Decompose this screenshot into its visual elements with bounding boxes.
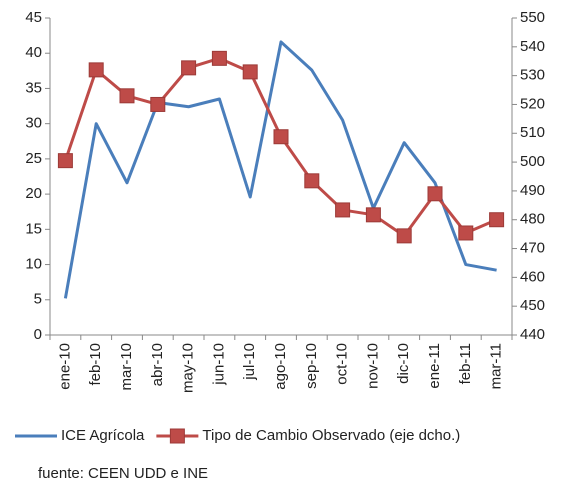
- y-tick-label: 40: [25, 44, 42, 61]
- y2-tick-label: 440: [520, 326, 545, 343]
- legend-label: ICE Agrícola: [61, 427, 145, 444]
- marker: [273, 129, 289, 145]
- marker: [365, 207, 381, 223]
- marker: [396, 228, 412, 244]
- marker: [458, 225, 474, 241]
- x-tick-label: mar-10: [118, 343, 135, 391]
- marker: [181, 60, 197, 76]
- x-tick-label: sep-10: [303, 343, 320, 389]
- marker: [242, 64, 258, 80]
- y-tick-label: 10: [25, 256, 42, 273]
- y2-tick-label: 550: [520, 9, 545, 26]
- y-tick-label: 25: [25, 150, 42, 167]
- source-note: fuente: CEEN UDD e INE: [38, 465, 208, 482]
- x-tick-label: mar-11: [488, 343, 505, 389]
- y2-tick-label: 480: [520, 211, 545, 228]
- marker: [119, 88, 135, 104]
- y2-tick-label: 500: [520, 153, 545, 170]
- y2-tick-label: 520: [520, 95, 545, 112]
- x-tick-label: jun-10: [210, 343, 227, 386]
- y2-tick-label: 450: [520, 297, 545, 314]
- marker: [211, 50, 227, 66]
- legend-marker: [169, 428, 185, 444]
- marker: [88, 62, 104, 78]
- marker: [489, 212, 505, 228]
- x-tick-label: ene-10: [56, 343, 73, 390]
- y2-tick-label: 470: [520, 240, 545, 257]
- legend-label: Tipo de Cambio Observado (eje dcho.): [202, 427, 460, 444]
- marker: [57, 153, 73, 169]
- y2-tick-label: 530: [520, 67, 545, 84]
- y-tick-label: 20: [25, 185, 42, 202]
- marker: [150, 96, 166, 112]
- y2-tick-label: 490: [520, 182, 545, 199]
- series-line: [63, 56, 498, 238]
- marker: [335, 202, 351, 218]
- y-tick-label: 5: [34, 291, 42, 308]
- y-tick-label: 45: [25, 9, 42, 26]
- y2-tick-label: 510: [520, 124, 545, 141]
- marker: [427, 186, 443, 202]
- y-tick-label: 15: [25, 220, 42, 237]
- x-tick-label: nov-10: [364, 343, 381, 389]
- y-tick-label: 35: [25, 79, 42, 96]
- x-tick-label: dic-10: [395, 343, 412, 384]
- x-tick-label: feb-11: [457, 343, 474, 384]
- x-tick-label: jul-10: [241, 343, 258, 381]
- x-tick-label: abr-10: [149, 343, 166, 386]
- y-tick-label: 30: [25, 115, 42, 132]
- y2-tick-label: 460: [520, 268, 545, 285]
- x-tick-label: may-10: [180, 343, 197, 393]
- y-tick-label: 0: [34, 326, 42, 343]
- x-tick-label: oct-10: [334, 343, 351, 385]
- y2-tick-label: 540: [520, 38, 545, 55]
- x-tick-label: feb-10: [87, 343, 104, 386]
- x-tick-label: ene-11: [426, 343, 443, 389]
- series-line: [63, 40, 497, 299]
- marker: [304, 173, 320, 189]
- x-tick-label: ago-10: [272, 343, 289, 390]
